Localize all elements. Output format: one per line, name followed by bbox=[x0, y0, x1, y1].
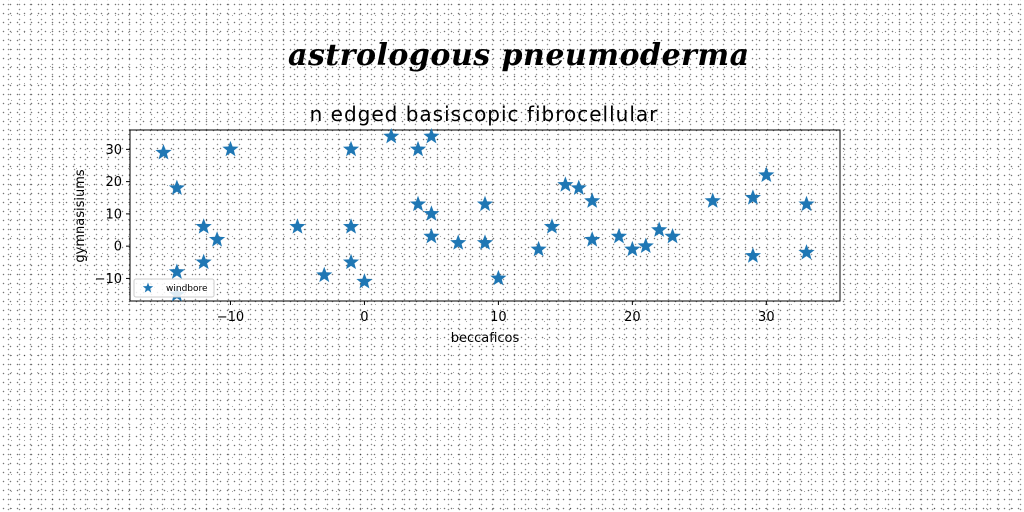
y-tick-label: 20 bbox=[105, 175, 122, 190]
data-point bbox=[450, 234, 467, 250]
data-point bbox=[342, 218, 360, 234]
data-point bbox=[208, 231, 226, 247]
chart-title: n edged basiscopic fibrocellular bbox=[310, 102, 659, 126]
x-tick-label: 30 bbox=[758, 310, 775, 325]
y-axis: −10 0 10 20 30 bbox=[95, 143, 130, 287]
x-axis: −10 0 10 20 30 bbox=[217, 301, 775, 325]
data-point bbox=[316, 266, 333, 283]
data-point bbox=[543, 218, 561, 234]
data-point bbox=[584, 192, 601, 208]
data-point bbox=[530, 240, 547, 257]
data-point bbox=[342, 253, 360, 270]
x-axis-label: beccaficos bbox=[451, 331, 520, 346]
data-point bbox=[342, 140, 360, 157]
data-point bbox=[289, 218, 306, 234]
legend-marker-windbore bbox=[142, 282, 154, 293]
data-point bbox=[222, 140, 239, 157]
data-point bbox=[423, 205, 440, 221]
data-point bbox=[637, 237, 654, 254]
y-tick-label: 30 bbox=[105, 143, 122, 158]
data-point bbox=[490, 269, 507, 286]
y-tick-label: 10 bbox=[105, 207, 122, 222]
data-point bbox=[195, 253, 212, 270]
data-point bbox=[610, 227, 628, 244]
y-tick-label: −10 bbox=[95, 272, 122, 287]
data-point bbox=[409, 195, 427, 212]
x-tick-label: 0 bbox=[360, 310, 368, 325]
data-point bbox=[195, 218, 212, 234]
data-point bbox=[356, 273, 373, 289]
data-point bbox=[744, 189, 762, 205]
legend-star bbox=[142, 282, 154, 293]
data-point bbox=[409, 140, 427, 157]
data-points bbox=[155, 127, 815, 302]
data-point bbox=[476, 234, 494, 250]
data-point bbox=[798, 195, 815, 212]
data-point bbox=[584, 231, 601, 247]
x-tick-label: −10 bbox=[217, 310, 244, 325]
legend-label-windbore: windbore bbox=[166, 284, 208, 294]
data-point bbox=[744, 247, 762, 263]
data-point bbox=[168, 179, 185, 195]
data-point bbox=[651, 221, 668, 237]
data-point bbox=[557, 176, 574, 192]
x-tick-label: 20 bbox=[624, 310, 641, 325]
y-axis-label: gymnasisiums bbox=[73, 169, 88, 262]
data-point bbox=[798, 244, 815, 260]
y-tick-label: 0 bbox=[114, 240, 122, 255]
plot-area-frame bbox=[129, 129, 841, 302]
data-point bbox=[423, 227, 440, 244]
data-point bbox=[383, 127, 400, 144]
data-point bbox=[155, 144, 172, 160]
legend: windbore bbox=[133, 278, 215, 298]
data-point bbox=[423, 127, 440, 144]
data-point bbox=[624, 240, 641, 257]
data-point bbox=[758, 166, 775, 183]
data-point bbox=[704, 192, 721, 208]
legend-box bbox=[133, 278, 215, 298]
data-point bbox=[664, 227, 681, 244]
data-point bbox=[168, 263, 185, 279]
x-tick-label: 10 bbox=[490, 310, 507, 325]
data-point bbox=[570, 179, 587, 195]
data-point bbox=[476, 195, 494, 212]
